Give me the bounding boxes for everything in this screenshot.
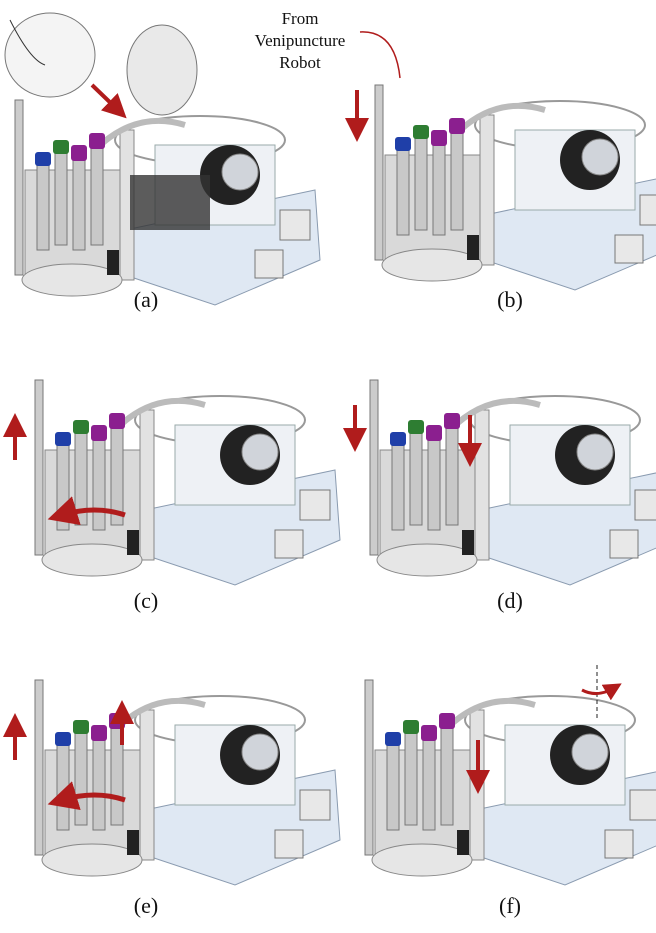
device [35,380,340,585]
panel-label: (e) [134,893,158,918]
panel-label: (a) [134,287,158,312]
annotation: From [282,9,319,28]
holder [130,175,210,230]
device [375,85,656,290]
panel [15,680,340,885]
panel-label: (f) [499,893,521,918]
panel [357,32,656,290]
panel [15,380,340,585]
panel-label: (c) [134,588,158,613]
annotation: Venipuncture [255,31,346,50]
panel [5,13,320,305]
panel-label: (b) [497,287,523,312]
device [365,680,656,885]
inset [5,13,95,97]
device [35,680,340,885]
annotation: Robot [279,53,321,72]
arrow [92,85,118,110]
panel [355,380,656,585]
panel [365,665,656,885]
pointer [360,32,400,78]
panel-label: (d) [497,588,523,613]
lid [127,25,197,115]
figure: From Venipuncture Robot (a) (b) (c) (d) … [0,0,656,933]
arrow [582,688,614,694]
device [370,380,656,585]
